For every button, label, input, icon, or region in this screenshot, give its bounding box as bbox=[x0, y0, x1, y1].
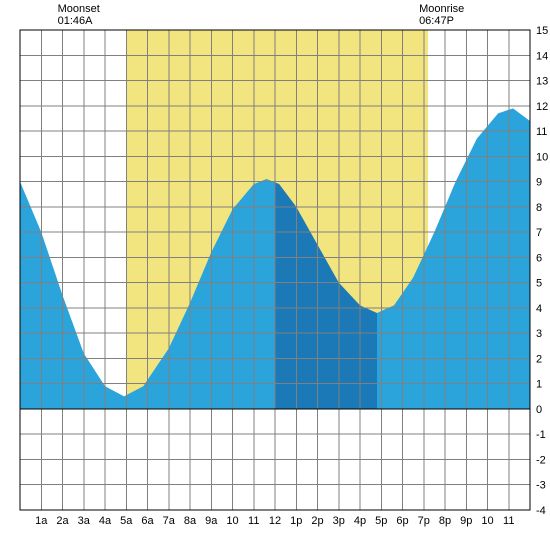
y-tick-label: 15 bbox=[536, 25, 548, 37]
y-tick-label: 2 bbox=[536, 353, 542, 365]
x-tick-label: 1a bbox=[35, 515, 48, 527]
x-tick-label: 2p bbox=[311, 515, 323, 527]
x-tick-label: 2a bbox=[56, 515, 69, 527]
x-tick-label: 8p bbox=[439, 515, 451, 527]
y-tick-label: 9 bbox=[536, 177, 542, 189]
x-tick-label: 4a bbox=[99, 515, 112, 527]
x-tick-label: 7p bbox=[418, 515, 430, 527]
y-tick-label: 8 bbox=[536, 202, 542, 214]
chart-svg: 1a2a3a4a5a6a7a8a9a1011121p2p3p4p5p6p7p8p… bbox=[0, 0, 550, 550]
y-tick-label: 12 bbox=[536, 101, 548, 113]
x-tick-label: 7a bbox=[163, 515, 176, 527]
x-tick-label: 6a bbox=[141, 515, 154, 527]
x-tick-label: 5a bbox=[120, 515, 133, 527]
y-tick-label: 1 bbox=[536, 379, 542, 391]
y-tick-label: 11 bbox=[536, 126, 547, 138]
tide-chart: 1a2a3a4a5a6a7a8a9a1011121p2p3p4p5p6p7p8p… bbox=[0, 0, 550, 550]
y-tick-label: 10 bbox=[536, 151, 548, 163]
x-tick-label: 10 bbox=[481, 515, 493, 527]
y-tick-label: -2 bbox=[536, 454, 546, 466]
x-tick-label: 3a bbox=[78, 515, 91, 527]
y-tick-label: 4 bbox=[536, 303, 542, 315]
x-tick-label: 10 bbox=[226, 515, 238, 527]
y-tick-label: -1 bbox=[536, 429, 546, 441]
y-tick-label: 13 bbox=[536, 76, 548, 88]
y-tick-label: 5 bbox=[536, 278, 542, 290]
x-tick-label: 8a bbox=[184, 515, 197, 527]
x-tick-label: 1p bbox=[290, 515, 302, 527]
y-tick-label: 6 bbox=[536, 252, 542, 264]
moonrise-title: Moonrise bbox=[419, 3, 464, 15]
y-tick-label: 0 bbox=[536, 404, 542, 416]
y-tick-label: -4 bbox=[536, 505, 546, 517]
y-tick-label: 3 bbox=[536, 328, 542, 340]
x-tick-label: 3p bbox=[333, 515, 345, 527]
x-tick-label: 9a bbox=[205, 515, 218, 527]
moonrise-time: 06:47P bbox=[419, 15, 454, 27]
y-tick-label: -3 bbox=[536, 480, 546, 492]
moonset-title: Moonset bbox=[58, 3, 100, 15]
x-tick-label: 5p bbox=[375, 515, 387, 527]
x-tick-label: 11 bbox=[503, 515, 514, 527]
x-tick-label: 4p bbox=[354, 515, 366, 527]
y-tick-label: 7 bbox=[536, 227, 542, 239]
moonset-time: 01:46A bbox=[58, 15, 94, 27]
x-tick-label: 9p bbox=[460, 515, 472, 527]
x-tick-label: 6p bbox=[396, 515, 408, 527]
x-tick-label: 11 bbox=[248, 515, 259, 527]
y-tick-label: 14 bbox=[536, 50, 548, 62]
x-tick-label: 12 bbox=[269, 515, 281, 527]
